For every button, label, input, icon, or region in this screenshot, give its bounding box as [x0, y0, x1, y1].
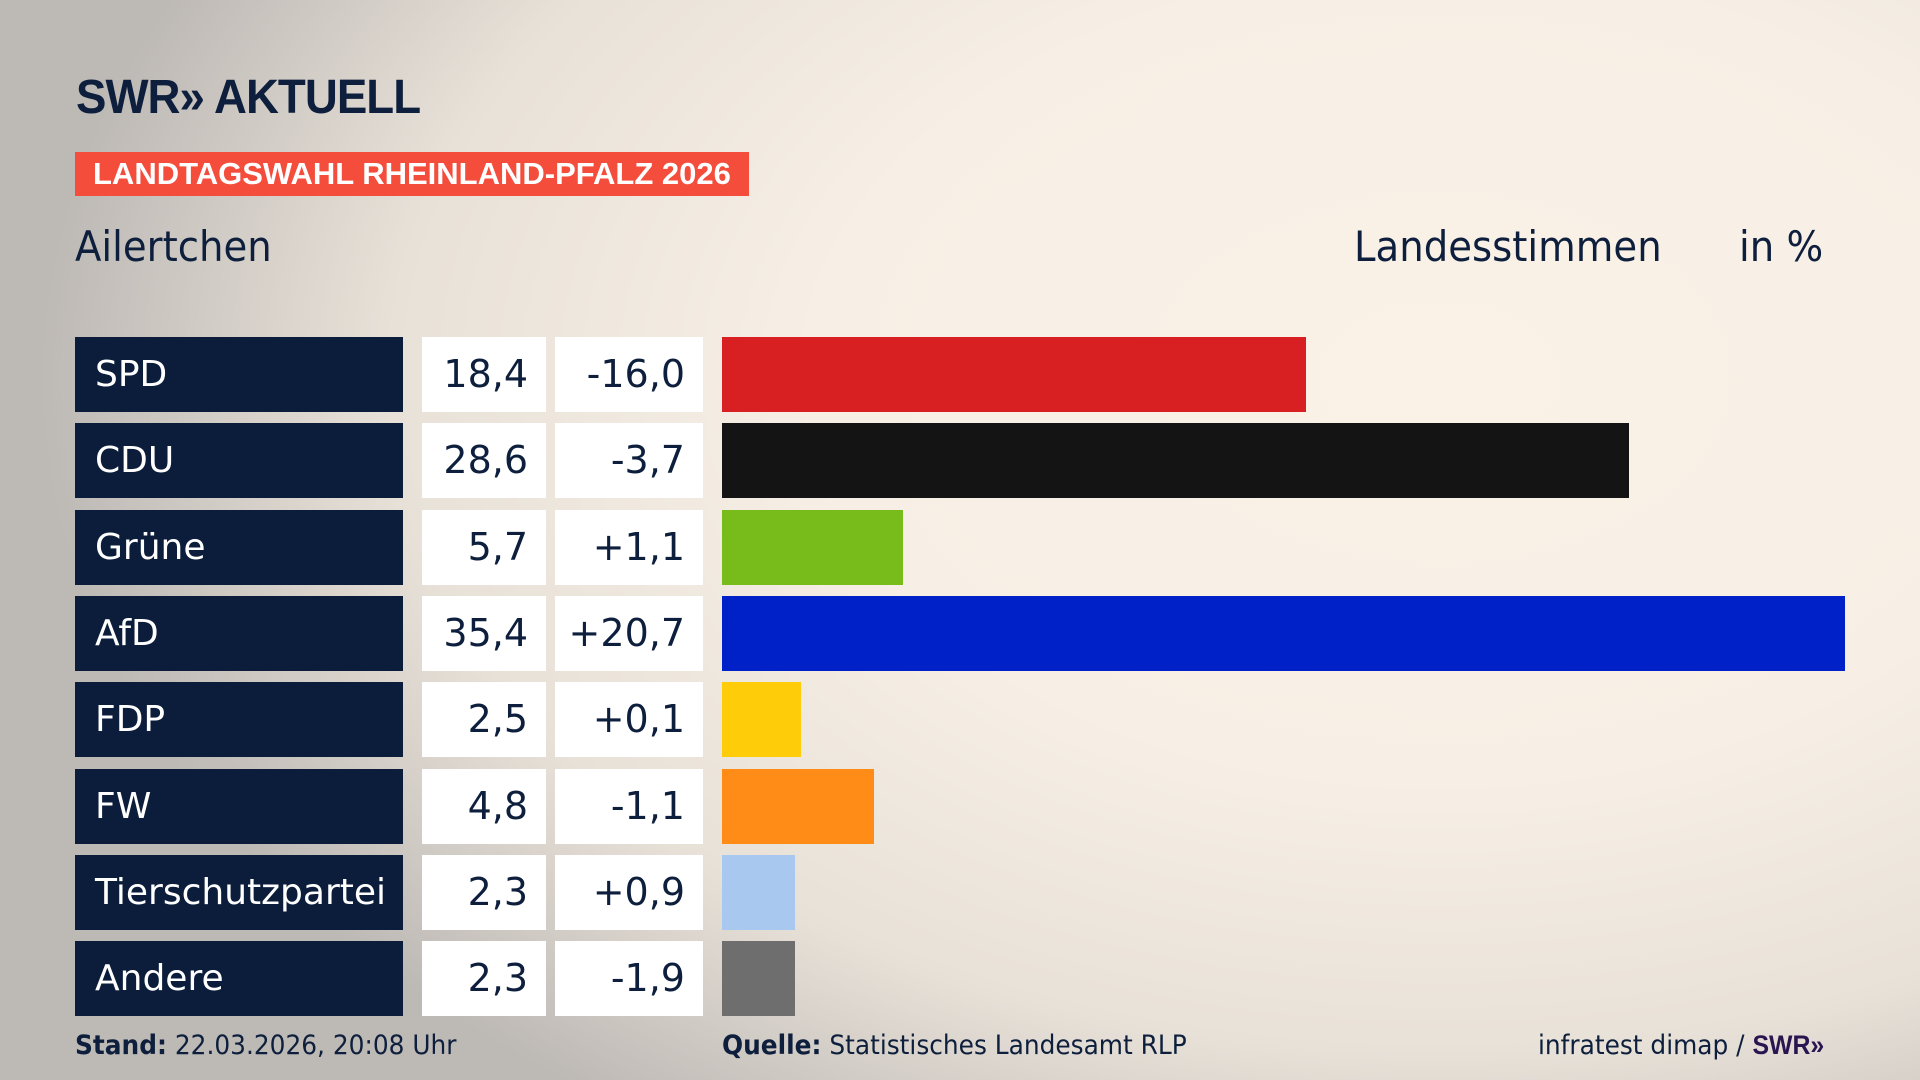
result-row: AfD 35,4 +20,7: [0, 595, 1920, 671]
party-value: 35,4: [422, 595, 546, 671]
place-title: Ailertchen: [75, 222, 272, 271]
party-value: 18,4: [422, 337, 546, 412]
result-row: CDU 28,6 -3,7: [0, 423, 1920, 499]
party-label: AfD: [75, 595, 403, 671]
party-change: -1,1: [555, 768, 703, 844]
result-row: Tierschutzpartei 2,3 +0,9: [0, 854, 1920, 930]
election-tag: LANDTAGSWAHL RHEINLAND-PFALZ 2026: [75, 152, 749, 196]
party-label: CDU: [75, 423, 403, 499]
party-bar: [722, 941, 795, 1017]
stand: Stand: 22.03.2026, 20:08 Uhr: [75, 1030, 456, 1061]
credit-text: infratest dimap /: [1538, 1030, 1753, 1061]
party-label: FDP: [75, 682, 403, 758]
party-value: 2,3: [422, 941, 546, 1017]
result-row: Grüne 5,7 +1,1: [0, 509, 1920, 585]
party-change: +1,1: [555, 509, 703, 585]
result-row: FDP 2,5 +0,1: [0, 682, 1920, 758]
party-label: Andere: [75, 941, 403, 1017]
party-change: -16,0: [555, 337, 703, 412]
source-value: Statistisches Landesamt RLP: [829, 1030, 1187, 1061]
swr-brand: SWR»: [1752, 1030, 1825, 1060]
party-label: FW: [75, 768, 403, 844]
swr-aktuell-logo: SWR» AKTUELL: [76, 71, 421, 124]
source-label: Quelle:: [722, 1030, 822, 1061]
party-label: Grüne: [75, 509, 403, 585]
result-row: SPD 18,4 -16,0: [0, 337, 1920, 412]
party-bar: [722, 854, 795, 930]
party-change: +0,9: [555, 854, 703, 930]
source: Quelle: Statistisches Landesamt RLP: [722, 1030, 1187, 1061]
credit: infratest dimap / SWR»: [1538, 1030, 1824, 1061]
unit-label: in %: [1739, 222, 1824, 271]
party-change: -3,7: [555, 423, 703, 499]
party-bar: [722, 768, 875, 844]
party-value: 4,8: [422, 768, 546, 844]
party-change: +20,7: [555, 595, 703, 671]
party-bar: [722, 337, 1306, 412]
party-bar: [722, 509, 903, 585]
party-value: 2,5: [422, 682, 546, 758]
result-row: FW 4,8 -1,1: [0, 768, 1920, 844]
party-change: -1,9: [555, 941, 703, 1017]
stand-value: 22.03.2026, 20:08 Uhr: [174, 1030, 457, 1061]
party-bar: [722, 595, 1845, 671]
party-change: +0,1: [555, 682, 703, 758]
party-label: SPD: [75, 337, 403, 412]
party-bar: [722, 423, 1630, 499]
stand-label: Stand:: [75, 1030, 167, 1061]
party-value: 28,6: [422, 423, 546, 499]
party-value: 5,7: [422, 509, 546, 585]
party-value: 2,3: [422, 854, 546, 930]
vote-type-label: Landesstimmen: [1354, 222, 1662, 271]
party-label: Tierschutzpartei: [75, 854, 403, 930]
party-bar: [722, 682, 802, 758]
result-row: Andere 2,3 -1,9: [0, 941, 1920, 1017]
